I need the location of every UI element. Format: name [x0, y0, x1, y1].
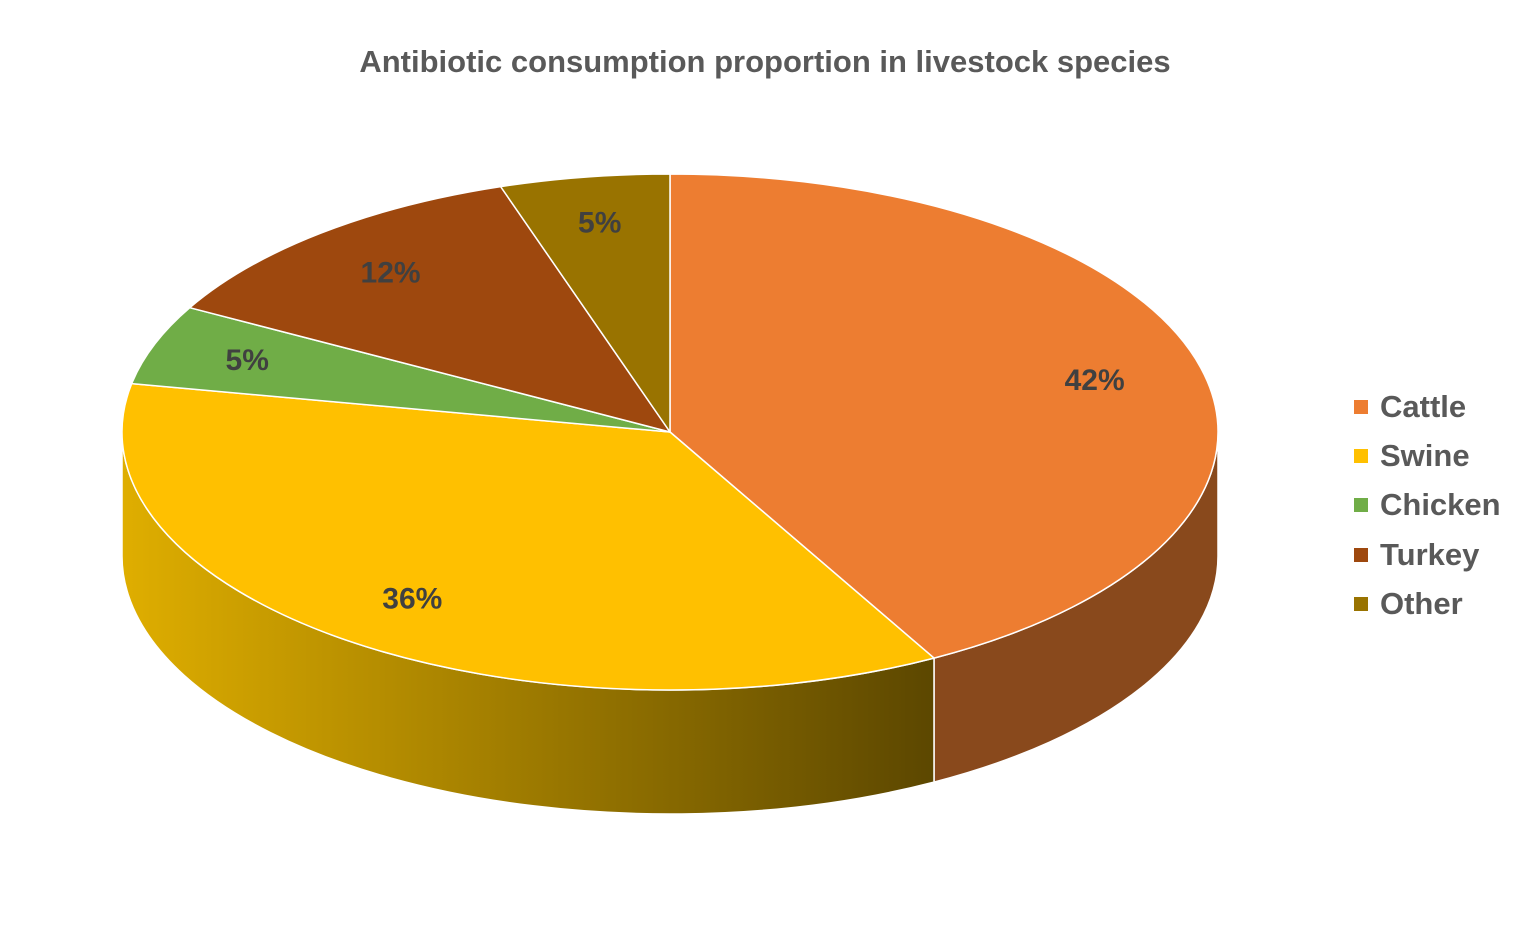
legend-item-cattle: Cattle: [1354, 382, 1501, 431]
pie-slice-swine: [121, 382, 935, 691]
pie-slices: [121, 173, 1219, 691]
data-label-chicken: 5%: [226, 344, 269, 377]
legend: Cattle Swine Chicken Turkey Other: [1354, 382, 1501, 628]
legend-label: Cattle: [1380, 388, 1467, 424]
legend-label: Chicken: [1380, 487, 1501, 523]
legend-item-chicken: Chicken: [1354, 481, 1501, 530]
data-label-turkey: 12%: [361, 256, 421, 289]
pie-data-labels: 42% 36% 5% 12% 5%: [226, 207, 1125, 616]
legend-label: Other: [1380, 585, 1463, 621]
legend-swatch: [1354, 448, 1368, 463]
legend-swatch: [1354, 547, 1368, 562]
pie-slice-turkey: [189, 185, 671, 433]
pie-slice-other: [499, 173, 671, 433]
legend-item-turkey: Turkey: [1354, 530, 1501, 579]
legend-label: Swine: [1380, 437, 1470, 473]
legend-item-swine: Swine: [1354, 431, 1501, 480]
data-label-swine: 36%: [382, 582, 442, 615]
legend-label: Turkey: [1380, 536, 1480, 572]
legend-swatch: [1354, 399, 1368, 414]
pie-slice-chicken: [130, 306, 671, 433]
legend-item-other: Other: [1354, 579, 1501, 628]
legend-swatch: [1354, 498, 1368, 513]
data-label-other: 5%: [578, 207, 621, 240]
data-label-cattle: 42%: [1065, 364, 1125, 397]
pie-slice-cattle: [669, 173, 1219, 659]
legend-swatch: [1354, 596, 1368, 611]
chart-title: Antibiotic consumption proportion in liv…: [359, 44, 1171, 79]
